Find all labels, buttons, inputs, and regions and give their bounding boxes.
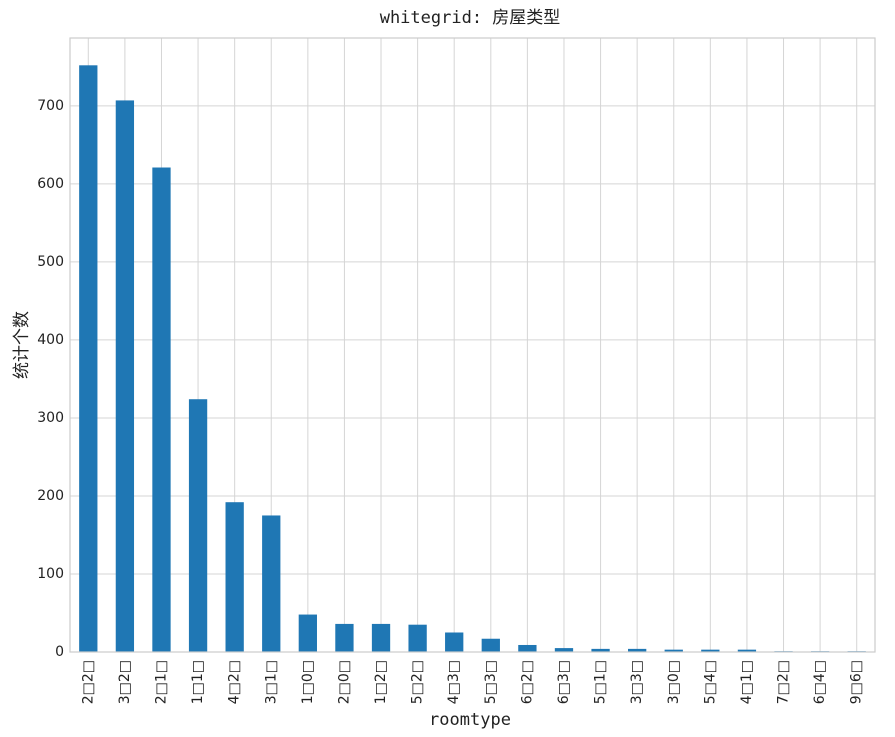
bar [335,623,354,652]
x-tick-label: 5□2□ [410,660,426,704]
bar [701,649,720,652]
bar [737,649,757,652]
bar [298,614,317,652]
x-tick-label: 6□2□ [519,660,535,704]
bar [664,649,683,652]
bar [79,65,98,653]
bar [371,623,391,652]
x-tick-label: 9□6□ [849,660,865,704]
x-tick-label: 3□0□ [666,660,682,704]
y-tick-label: 200 [37,488,64,504]
bar [225,502,244,652]
bar [445,632,464,652]
x-tick-label: 2□2□ [80,660,96,704]
bar [262,515,281,652]
x-tick-label: 5□1□ [593,660,609,704]
y-tick-label: 300 [37,410,64,426]
bar [591,648,610,652]
chart-title: whitegrid: 房屋类型 [380,8,561,28]
x-tick-label: 5□3□ [483,660,499,704]
y-tick-label: 500 [37,254,64,270]
plot-frame [69,37,876,653]
x-tick-label: 1□2□ [373,660,389,704]
x-tick-label: 4□1□ [739,660,755,704]
x-axis-label: roomtype [429,710,511,730]
bar [554,648,574,652]
bar [408,624,427,652]
x-tick-label: 6□3□ [556,660,572,704]
x-tick-label: 4□2□ [227,660,243,704]
bar [152,167,171,653]
x-tick-label: 2□1□ [153,660,169,704]
bar [518,644,537,652]
bar [481,638,500,652]
x-tick-label: 3□2□ [117,660,133,704]
y-tick-label: 0 [55,644,64,660]
x-tick-label: 6□4□ [812,660,828,704]
x-tick-label: 7□2□ [776,660,792,704]
x-tick-label: 5□4□ [702,660,718,704]
x-tick-label: 1□0□ [300,660,316,704]
y-axis-label: 统计个数 [12,311,32,379]
x-tick-label: 3□1□ [263,660,279,704]
bar [628,648,647,652]
x-tick-label: 1□1□ [190,660,206,704]
x-tick-label: 4□3□ [446,660,462,704]
y-tick-label: 700 [37,98,64,114]
bar [188,399,208,652]
y-tick-label: 100 [37,566,64,582]
x-tick-label: 2□0□ [336,660,352,704]
y-tick-label: 600 [37,176,64,192]
y-tick-label: 400 [37,332,64,348]
x-tick-label: 3□3□ [629,660,645,704]
bar [115,100,135,652]
